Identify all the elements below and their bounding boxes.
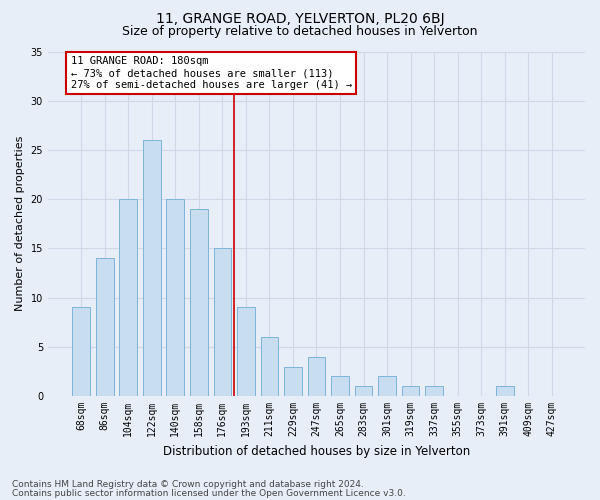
Bar	[260, 337, 278, 396]
Bar	[166, 199, 184, 396]
Bar	[284, 366, 302, 396]
Bar	[308, 356, 325, 396]
Bar	[378, 376, 396, 396]
Bar	[190, 209, 208, 396]
Bar	[73, 308, 90, 396]
Bar	[237, 308, 254, 396]
Bar	[119, 199, 137, 396]
Bar	[496, 386, 514, 396]
Text: 11 GRANGE ROAD: 180sqm
← 73% of detached houses are smaller (113)
27% of semi-de: 11 GRANGE ROAD: 180sqm ← 73% of detached…	[71, 56, 352, 90]
Text: Contains public sector information licensed under the Open Government Licence v3: Contains public sector information licen…	[12, 488, 406, 498]
X-axis label: Distribution of detached houses by size in Yelverton: Distribution of detached houses by size …	[163, 444, 470, 458]
Bar	[331, 376, 349, 396]
Bar	[425, 386, 443, 396]
Text: Size of property relative to detached houses in Yelverton: Size of property relative to detached ho…	[122, 25, 478, 38]
Bar	[143, 140, 161, 396]
Text: 11, GRANGE ROAD, YELVERTON, PL20 6BJ: 11, GRANGE ROAD, YELVERTON, PL20 6BJ	[155, 12, 445, 26]
Text: Contains HM Land Registry data © Crown copyright and database right 2024.: Contains HM Land Registry data © Crown c…	[12, 480, 364, 489]
Bar	[355, 386, 373, 396]
Bar	[96, 258, 113, 396]
Y-axis label: Number of detached properties: Number of detached properties	[15, 136, 25, 312]
Bar	[402, 386, 419, 396]
Bar	[214, 248, 231, 396]
